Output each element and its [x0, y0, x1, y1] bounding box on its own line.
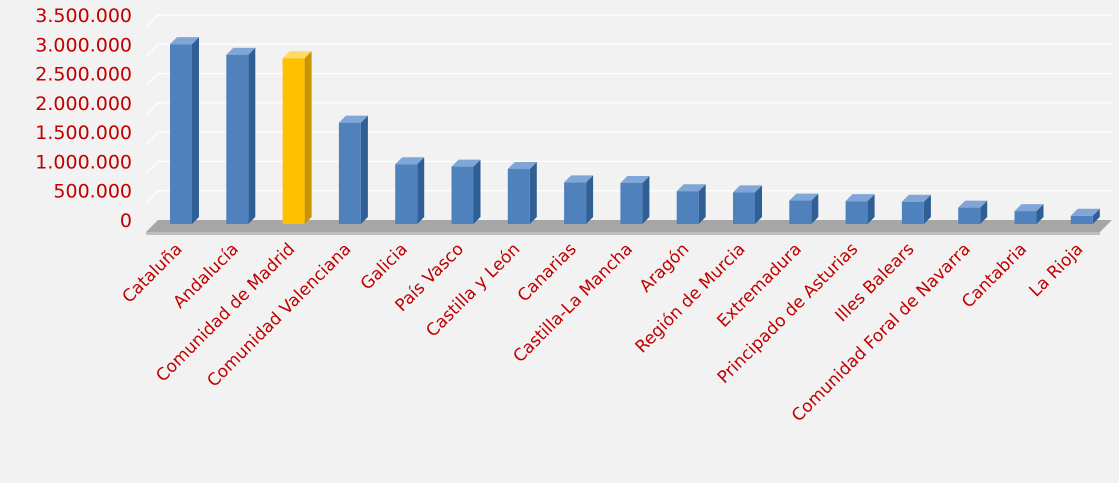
- floor-edge: [146, 232, 1100, 235]
- bar-front: [282, 58, 305, 224]
- bar-top: [338, 115, 368, 123]
- x-tick-label: La Rioja: [1026, 239, 1088, 301]
- bar-front: [1070, 215, 1093, 224]
- bar-front: [789, 200, 812, 224]
- floor-top: [146, 220, 1112, 232]
- bar-front: [620, 183, 643, 224]
- gridline-side: [145, 14, 159, 28]
- bar-top: [226, 47, 256, 55]
- bar-front: [733, 192, 755, 224]
- bar-2: [226, 47, 256, 224]
- bar-front: [451, 166, 474, 224]
- bar-top: [1014, 204, 1044, 212]
- bar-6: [451, 159, 481, 224]
- bar-side: [642, 176, 650, 224]
- y-axis: 0 500.000 1.000.000 1.500.000 2.000.000 2.500…: [35, 5, 132, 232]
- grid-layer: [145, 14, 1112, 204]
- bar-14: [901, 194, 931, 224]
- y-tick-label: 0: [120, 210, 132, 232]
- bar-17: [1070, 208, 1100, 224]
- bar-9: [620, 176, 650, 224]
- bar-5: [395, 157, 425, 224]
- bar-top: [282, 51, 312, 59]
- bar-side: [980, 200, 988, 224]
- bar-side: [586, 175, 594, 224]
- bar-top: [733, 185, 762, 193]
- bar-side: [755, 185, 762, 224]
- bar-side: [811, 193, 819, 224]
- y-tick-label: 1.500.000: [35, 122, 132, 144]
- y-tick-label: 3.500.000: [35, 5, 132, 27]
- bar-top: [676, 184, 706, 192]
- bar-side: [192, 37, 199, 224]
- bar-side: [923, 194, 931, 224]
- bar-top: [1070, 208, 1100, 216]
- bar-front: [170, 44, 192, 224]
- gridline-side: [145, 43, 159, 57]
- bar-top: [620, 176, 650, 183]
- bar-side: [1036, 204, 1044, 224]
- bar-side: [698, 184, 706, 224]
- bar-top: [395, 157, 425, 165]
- bar-1: [170, 37, 199, 224]
- bar-side: [360, 115, 368, 224]
- x-tick-label: Galicia: [357, 239, 412, 294]
- bar-front: [507, 168, 530, 224]
- bar-top: [564, 175, 594, 183]
- bar-top: [901, 194, 931, 202]
- bar-7: [507, 161, 537, 224]
- bar-top: [170, 37, 199, 45]
- bar-side: [417, 157, 425, 224]
- y-tick-label: 2.000.000: [35, 93, 132, 115]
- y-tick-label: 1.000.000: [35, 151, 132, 173]
- bars-layer: [170, 37, 1100, 224]
- y-tick-label: 3.000.000: [35, 34, 132, 56]
- bar-front: [338, 122, 361, 224]
- gridline-side: [145, 161, 159, 174]
- bar-4: [338, 115, 368, 224]
- y-tick-label: 2.500.000: [35, 64, 132, 86]
- bar-side: [473, 159, 481, 224]
- bar-side: [304, 51, 312, 224]
- bar-top: [507, 161, 537, 169]
- y-tick-label: 500.000: [53, 181, 132, 203]
- bar-front: [1014, 211, 1037, 224]
- gridline-side: [145, 131, 159, 145]
- bar-side: [248, 47, 256, 224]
- bar-3: [282, 51, 312, 224]
- bar-8: [564, 175, 594, 224]
- bar-top: [958, 200, 988, 208]
- bar-12: [789, 193, 819, 224]
- chart-floor: [146, 220, 1112, 235]
- bar-15: [958, 200, 988, 224]
- bar-front: [845, 201, 868, 224]
- gridline-side: [145, 73, 159, 86]
- bar-side: [867, 194, 875, 224]
- bar-13: [845, 194, 875, 224]
- bar-top: [845, 194, 875, 202]
- bar-side: [1092, 208, 1100, 224]
- bar-11: [733, 185, 762, 224]
- bar-front: [901, 201, 924, 224]
- bar-10: [676, 184, 706, 224]
- bar-side: [529, 161, 537, 224]
- gridline-side: [145, 190, 159, 204]
- bar-16: [1014, 204, 1044, 224]
- bar-top: [789, 193, 819, 201]
- gridline-side: [145, 102, 159, 116]
- bar-front: [226, 54, 249, 224]
- x-tick-label: Aragón: [636, 239, 693, 296]
- bar-front: [958, 207, 981, 224]
- bar-front: [395, 164, 418, 224]
- bar-top: [451, 159, 481, 167]
- bar-front: [564, 182, 587, 224]
- bar-front: [676, 191, 699, 224]
